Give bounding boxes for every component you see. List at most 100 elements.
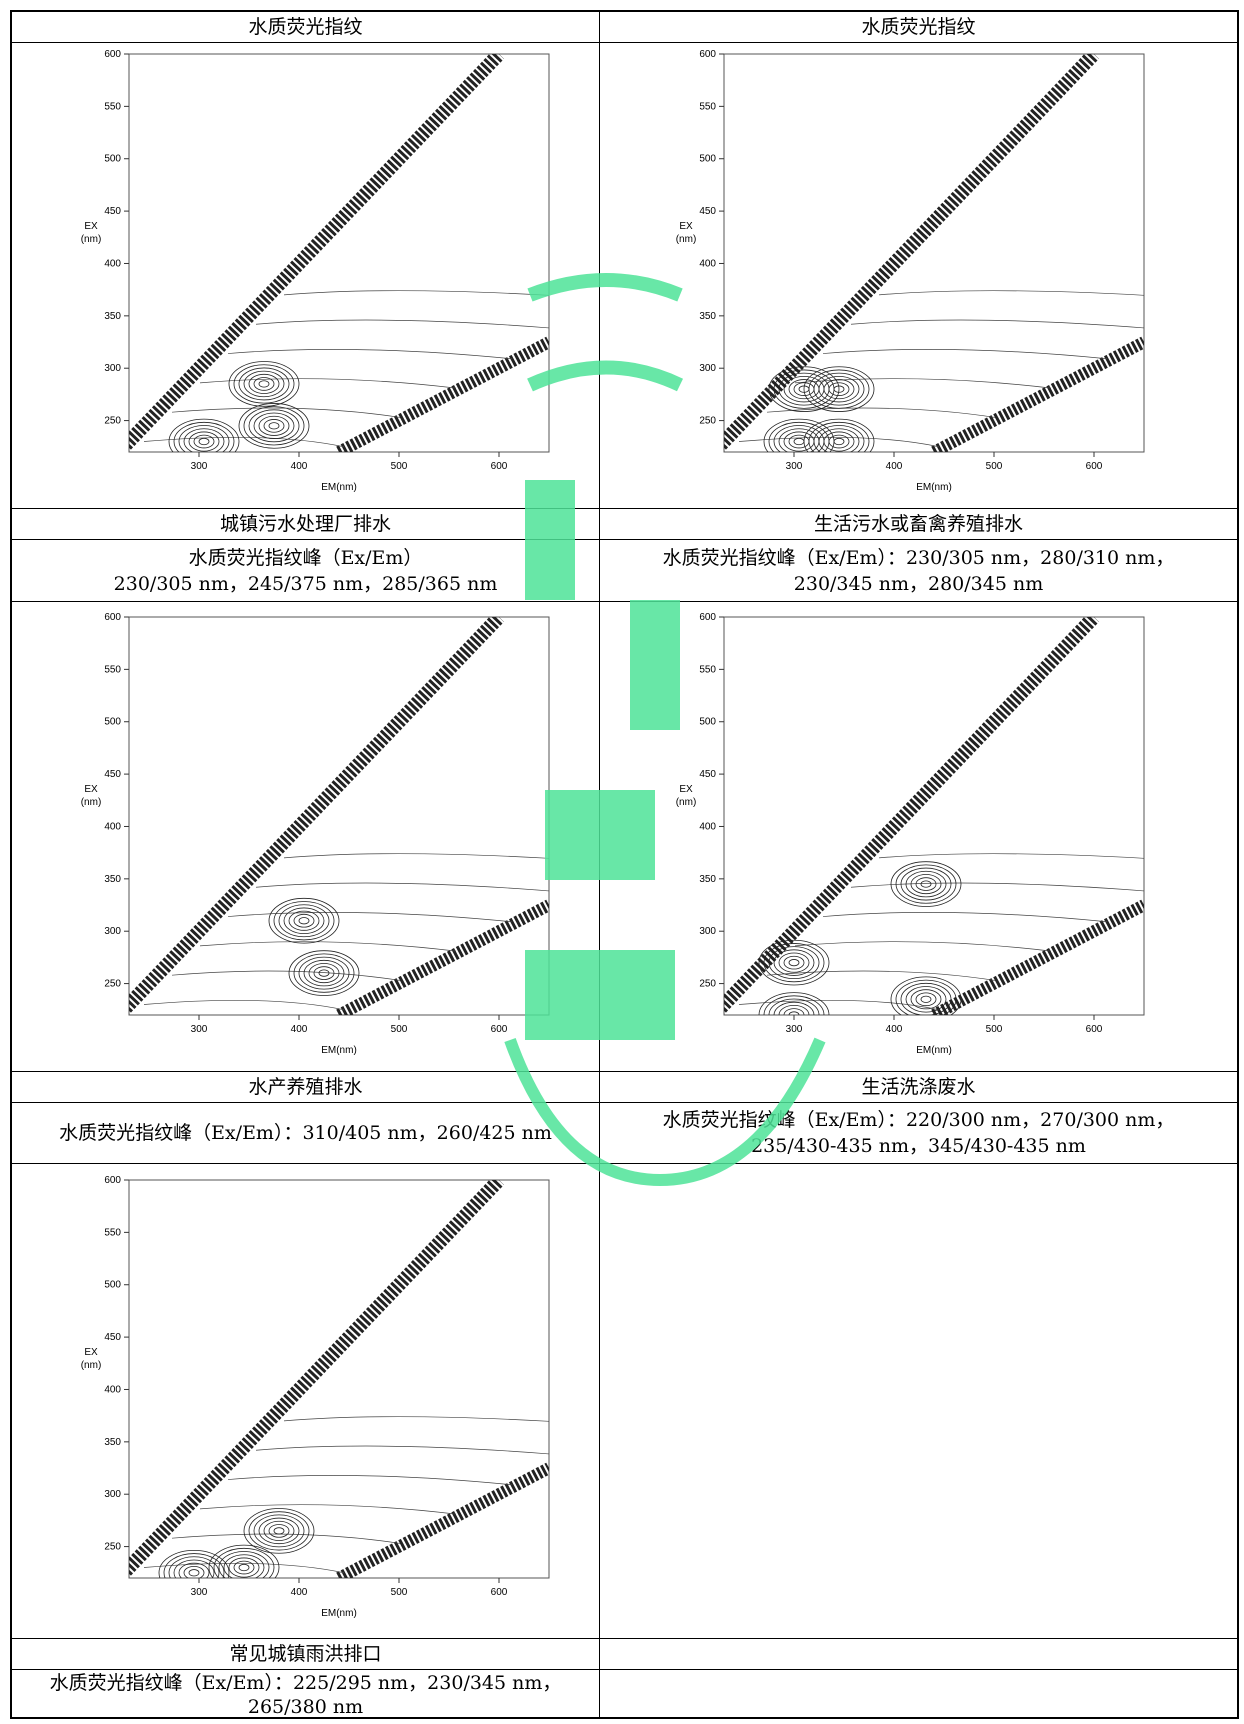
contour-line xyxy=(878,290,1144,296)
x-tick-label: 400 xyxy=(291,461,308,472)
y-tick-label: 600 xyxy=(699,49,716,60)
empty-cell xyxy=(600,1670,1237,1719)
contour-line xyxy=(227,1475,513,1486)
peak-description: 水质荧光指纹峰（Ex/Em） 230/305 nm，245/375 nm，285… xyxy=(12,540,599,601)
y-axis-label: EX xyxy=(679,221,693,232)
peak-contour xyxy=(288,950,360,996)
peak-contour xyxy=(915,992,937,1007)
peak-line: 水质荧光指纹峰（Ex/Em）：230/305 nm，280/310 nm， xyxy=(662,546,1175,569)
header-cell: 水质荧光指纹 xyxy=(248,16,363,38)
peak-contour xyxy=(313,966,335,980)
peak-contour xyxy=(818,428,860,452)
peak-contour xyxy=(905,986,947,1013)
header-cell: 水质荧光指纹 xyxy=(861,16,976,38)
peak-contour xyxy=(823,431,855,452)
peak-contour xyxy=(298,917,310,925)
peak-line: 水质荧光指纹峰（Ex/Em）：310/405 nm，260/425 nm xyxy=(59,1122,552,1144)
y-tick-label: 450 xyxy=(699,769,716,780)
peak-contour xyxy=(268,422,280,430)
contour-line xyxy=(255,1445,549,1455)
y-axis-unit: (nm) xyxy=(81,797,102,808)
peak-contour xyxy=(243,370,285,398)
contour-line xyxy=(794,941,1052,952)
row-divider xyxy=(12,1669,1237,1670)
contour-line xyxy=(283,853,549,859)
x-axis-label: EM(nm) xyxy=(916,1045,952,1056)
x-tick-label: 600 xyxy=(491,1024,508,1035)
peak-contour xyxy=(920,880,932,888)
y-tick-label: 550 xyxy=(699,664,716,675)
x-tick-label: 300 xyxy=(786,1024,803,1035)
peak-contour xyxy=(895,864,957,904)
contour-line xyxy=(199,378,457,389)
y-tick-label: 550 xyxy=(104,1227,121,1238)
peak-contour xyxy=(813,425,865,452)
peak-contour xyxy=(808,369,870,409)
peak-contour xyxy=(758,939,830,986)
column-divider xyxy=(599,12,600,1717)
peak-contour xyxy=(818,375,860,403)
y-tick-label: 350 xyxy=(104,311,121,322)
peak-contour xyxy=(228,361,300,407)
y-tick-label: 350 xyxy=(104,874,121,885)
peak-contour xyxy=(238,367,290,401)
peak-contour xyxy=(253,377,275,391)
peak-contour xyxy=(788,1011,800,1015)
y-tick-label: 500 xyxy=(104,154,121,165)
peak-contour xyxy=(788,959,800,967)
contour-line xyxy=(199,1504,457,1515)
y-tick-label: 550 xyxy=(104,664,121,675)
x-tick-label: 500 xyxy=(391,1024,408,1035)
peak-contour xyxy=(905,870,947,898)
peak-contour xyxy=(813,372,865,406)
x-tick-label: 400 xyxy=(291,1587,308,1598)
peak-contour xyxy=(183,1565,205,1578)
x-axis-label: EM(nm) xyxy=(321,1608,357,1619)
peak-contour xyxy=(188,1569,200,1577)
peak-contour xyxy=(158,1549,230,1578)
y-axis-unit: (nm) xyxy=(676,797,697,808)
peak-line: 230/305 nm，245/375 nm，285/365 nm xyxy=(113,572,498,595)
peak-contour xyxy=(268,897,340,944)
peak-contour xyxy=(763,943,825,983)
peak-contour xyxy=(213,1547,275,1578)
peak-contour xyxy=(768,998,820,1015)
peak-description: 水质荧光指纹峰（Ex/Em）：220/300 nm，270/300 nm， 23… xyxy=(600,1103,1237,1163)
category-name: 城镇污水处理厂排水 xyxy=(219,513,391,535)
contour-line xyxy=(171,407,401,418)
contour-line xyxy=(794,378,1052,389)
y-tick-label: 250 xyxy=(104,416,121,427)
y-tick-label: 500 xyxy=(104,717,121,728)
peak-contour xyxy=(218,1551,270,1578)
x-tick-label: 300 xyxy=(191,1587,208,1598)
y-tick-label: 400 xyxy=(104,821,121,832)
y-tick-label: 300 xyxy=(699,363,716,374)
peak-contour xyxy=(223,1554,265,1578)
x-tick-label: 600 xyxy=(491,461,508,472)
peak-contour xyxy=(258,415,290,436)
eem-plot-aquaculture: 600 550 500 450 400 350 300 250 300 400 500 600 EX (n… xyxy=(77,609,577,1067)
peak-contour xyxy=(278,904,330,938)
peak-contour xyxy=(183,428,225,452)
peak-contour xyxy=(178,1562,210,1578)
peak-contour xyxy=(243,406,305,446)
peak-contour xyxy=(168,1556,220,1578)
row-divider xyxy=(12,508,1237,509)
x-tick-label: 600 xyxy=(491,1587,508,1598)
peak-description: 水质荧光指纹峰（Ex/Em）：310/405 nm，260/425 nm xyxy=(12,1103,599,1163)
category-name: 水产养殖排水 xyxy=(248,1076,363,1098)
peak-contour xyxy=(198,437,210,446)
contour-line xyxy=(171,970,401,981)
x-tick-label: 600 xyxy=(1086,1024,1103,1035)
y-tick-label: 500 xyxy=(699,154,716,165)
y-tick-label: 400 xyxy=(699,258,716,269)
contour-line xyxy=(822,912,1108,923)
plot-area xyxy=(723,53,1145,453)
peak-contour xyxy=(828,434,850,449)
row-divider xyxy=(12,539,1237,540)
peak-contour xyxy=(263,419,285,433)
y-tick-label: 250 xyxy=(699,979,716,990)
peak-contour xyxy=(910,874,942,895)
peak-contour xyxy=(253,412,295,440)
peak-contour xyxy=(228,1557,260,1578)
